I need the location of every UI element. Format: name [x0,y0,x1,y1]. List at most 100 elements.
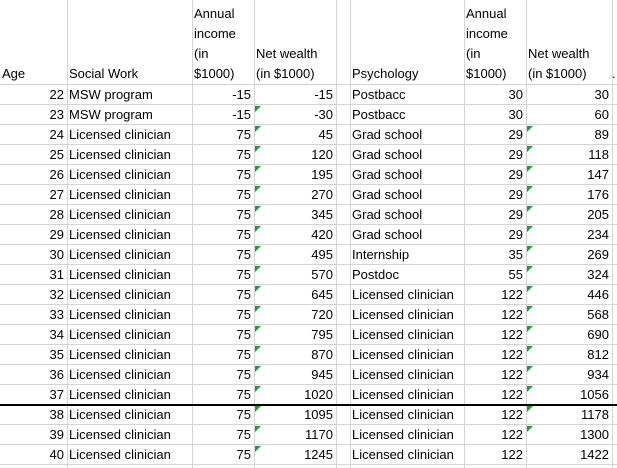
cell-psy-income[interactable]: 29 [508,207,523,222]
cell-psy-wealth[interactable]: 568 [587,307,609,322]
cell-sw-income[interactable]: -15 [232,87,251,102]
cell-sw-income[interactable]: 75 [236,347,251,362]
error-indicator-icon[interactable] [527,426,533,432]
error-indicator-icon[interactable] [527,386,533,392]
error-indicator-icon[interactable] [255,406,261,412]
cell-sw-role[interactable]: Licensed clinician [69,267,171,282]
error-indicator-icon[interactable] [255,326,261,332]
cell-age[interactable]: 34 [49,327,64,342]
cell-psy-wealth[interactable]: 234 [587,227,609,242]
cell-sw-wealth[interactable]: 420 [311,227,333,242]
cell-psy-income[interactable]: 122 [501,387,523,402]
cell-psy-wealth[interactable]: 812 [587,347,609,362]
cell-psy-income[interactable]: 55 [508,267,523,282]
cell-sw-role[interactable]: Licensed clinician [69,227,171,242]
cell-sw-role[interactable]: Licensed clinician [69,207,171,222]
cell-sw-income[interactable]: 75 [236,287,251,302]
header-trailing-dot[interactable]: . [612,66,616,81]
error-indicator-icon[interactable] [255,266,261,272]
cell-psy-role[interactable]: Grad school [352,187,423,202]
cell-sw-role[interactable]: Licensed clinician [69,167,171,182]
cell-age[interactable]: 29 [49,227,64,242]
cell-sw-wealth[interactable]: 1020 [304,387,333,402]
cell-sw-wealth[interactable]: 1170 [305,427,333,442]
error-indicator-icon[interactable] [255,386,261,392]
cell-sw-role[interactable]: Licensed clinician [69,127,171,142]
cell-psy-wealth[interactable]: 118 [588,147,609,162]
cell-psy-income[interactable]: 122 [501,367,523,382]
cell-age[interactable]: 24 [49,127,64,142]
cell-sw-wealth[interactable]: 645 [311,287,333,302]
cell-psy-income[interactable]: 122 [501,287,523,302]
error-indicator-icon[interactable] [527,186,533,192]
cell-sw-wealth[interactable]: 1245 [304,447,333,462]
cell-psy-wealth[interactable]: 324 [587,267,609,282]
cell-age[interactable]: 38 [49,407,64,422]
cell-psy-wealth[interactable]: 30 [594,87,609,102]
cell-sw-wealth[interactable]: 720 [311,307,333,322]
cell-psy-income[interactable]: 122 [501,307,523,322]
cell-psy-role[interactable]: Licensed clinician [352,387,454,402]
error-indicator-icon[interactable] [255,166,261,172]
cell-psy-wealth[interactable]: 1422 [580,447,609,462]
error-indicator-icon[interactable] [255,286,261,292]
cell-psy-role[interactable]: Licensed clinician [352,367,454,382]
error-indicator-icon[interactable] [527,166,533,172]
cell-sw-role[interactable]: MSW program [69,107,153,122]
cell-sw-income[interactable]: 75 [236,407,251,422]
cell-sw-role[interactable]: Licensed clinician [69,447,171,462]
cell-sw-income[interactable]: 75 [236,447,251,462]
cell-psy-income[interactable]: 122 [501,327,523,342]
error-indicator-icon[interactable] [255,446,261,452]
cell-age[interactable]: 33 [49,307,64,322]
cell-psy-wealth[interactable]: 1056 [580,387,609,402]
cell-age[interactable]: 32 [49,287,64,302]
cell-sw-role[interactable]: Licensed clinician [69,327,171,342]
cell-sw-role[interactable]: Licensed clinician [69,287,171,302]
error-indicator-icon[interactable] [527,366,533,372]
error-indicator-icon[interactable] [527,286,533,292]
cell-sw-income[interactable]: 75 [236,387,251,402]
error-indicator-icon[interactable] [255,426,261,432]
cell-sw-role[interactable]: Licensed clinician [69,347,171,362]
header-psy-wealth[interactable]: Net wealth (in $1000) [528,46,590,81]
error-indicator-icon[interactable] [255,146,261,152]
cell-psy-wealth[interactable]: 89 [594,127,609,142]
cell-psy-wealth[interactable]: 1300 [580,427,609,442]
error-indicator-icon[interactable] [255,306,261,312]
cell-psy-role[interactable]: Postdoc [352,267,399,282]
error-indicator-icon[interactable] [527,126,533,132]
cell-sw-role[interactable]: Licensed clinician [69,187,171,202]
error-indicator-icon[interactable] [255,186,261,192]
cell-psy-role[interactable]: Licensed clinician [352,307,454,322]
error-indicator-icon[interactable] [527,306,533,312]
cell-psy-income[interactable]: 122 [501,407,523,422]
cell-age[interactable]: 26 [49,167,64,182]
cell-sw-wealth[interactable]: -15 [314,87,333,102]
cell-age[interactable]: 22 [49,87,64,102]
cell-psy-role[interactable]: Licensed clinician [352,447,454,462]
cell-psy-role[interactable]: Grad school [352,127,423,142]
cell-psy-role[interactable]: Grad school [352,207,423,222]
cell-psy-wealth[interactable]: 205 [587,207,609,222]
cell-psy-wealth[interactable]: 147 [587,167,609,182]
header-psy-income[interactable]: Annual income (in $1000) [466,6,508,81]
cell-psy-role[interactable]: Licensed clinician [352,347,454,362]
header-social-work[interactable]: Social Work [69,66,139,81]
cell-psy-income[interactable]: 29 [508,227,523,242]
error-indicator-icon[interactable] [527,146,533,152]
cell-psy-role[interactable]: Grad school [352,167,423,182]
cell-psy-income[interactable]: 35 [508,247,523,262]
cell-age[interactable]: 23 [49,107,64,122]
cell-sw-income[interactable]: 75 [236,307,251,322]
cell-psy-income[interactable]: 29 [508,127,523,142]
cell-psy-wealth[interactable]: 690 [587,327,609,342]
cell-age[interactable]: 28 [49,207,64,222]
cell-sw-income[interactable]: 75 [236,327,251,342]
error-indicator-icon[interactable] [527,406,533,412]
cell-age[interactable]: 37 [49,387,64,402]
error-indicator-icon[interactable] [527,226,533,232]
cell-sw-wealth[interactable]: 570 [311,267,333,282]
cell-psy-wealth[interactable]: 269 [587,247,609,262]
